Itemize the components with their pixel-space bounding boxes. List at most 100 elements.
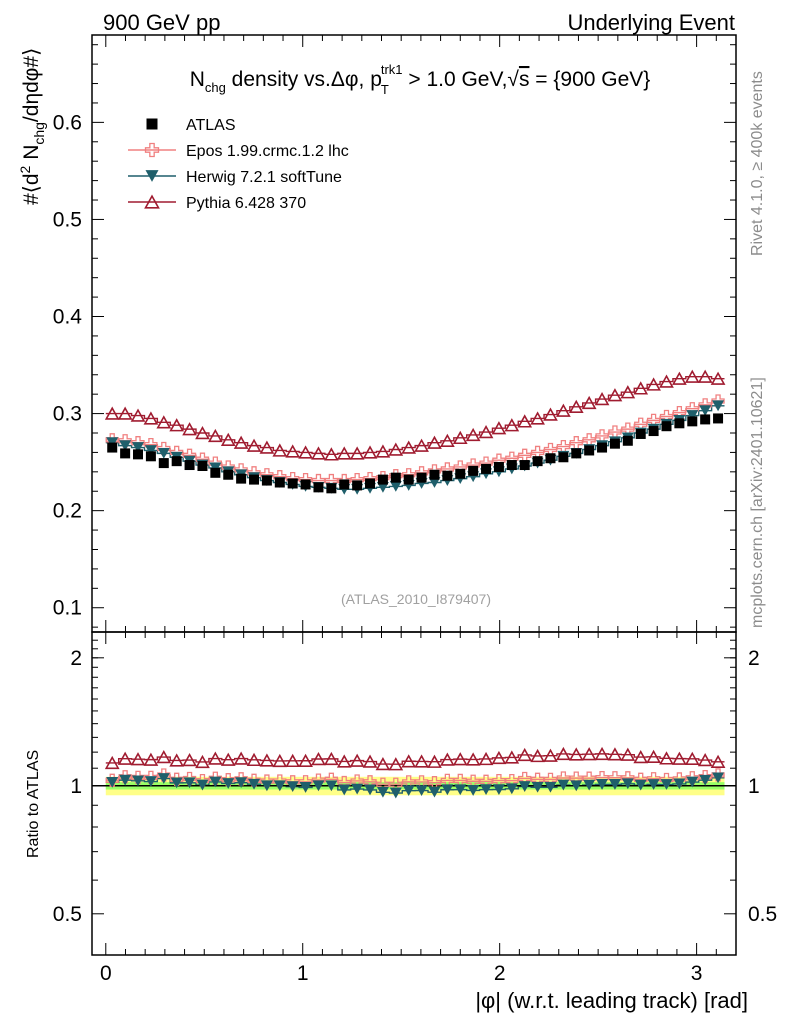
ratio-point-herwig-7-2-1-softtune [260,780,273,792]
data-point-herwig-7-2-1-softtune [132,442,145,453]
data-point-atlas [558,452,569,463]
ratio-point-pythia-6-428-370 [491,750,507,765]
ratio-point-herwig-7-2-1-softtune [376,786,389,798]
ratio-point-pythia-6-428-370 [684,751,700,765]
legend: ATLAS Epos 1.99.crmc.1.2 lhc Herwig 7.2.1 … [128,117,349,212]
data-point-atlas [713,413,724,424]
data-point-atlas [429,469,440,480]
ratio-point-herwig-7-2-1-softtune [699,774,712,786]
mcplots-label: mcplots.cern.ch [arXiv:2401.10621] [749,377,766,628]
ratio-point-epos-1-99-crmc-1-2-lhc [144,770,158,784]
ratio-point-pythia-6-428-370 [543,748,558,762]
data-point-atlas [584,445,595,456]
ratio-point-pythia-6-428-370 [594,746,610,761]
data-point-atlas [635,428,646,439]
ratio-point-herwig-7-2-1-softtune [621,778,634,790]
data-point-atlas [365,478,376,489]
ratio-point-pythia-6-428-370 [104,755,120,770]
data-point-pythia-6-428-370 [440,433,455,447]
data-point-pythia-6-428-370 [659,374,674,388]
ratio-point-herwig-7-2-1-softtune [106,776,119,788]
ratio-point-herwig-7-2-1-softtune [544,781,557,793]
data-point-atlas [687,416,698,427]
legend-marker-pythia-6-428-370 [144,194,160,209]
y-tick-label: 0.4 [53,306,83,329]
data-point-atlas [661,421,672,432]
ratio-point-pythia-6-428-370 [285,753,301,768]
ratio-point-herwig-7-2-1-softtune [312,780,325,792]
data-point-herwig-7-2-1-softtune [712,400,725,412]
ratio-point-herwig-7-2-1-softtune [273,780,286,792]
ratio-point-epos-1-99-crmc-1-2-lhc [131,770,145,785]
ratio-point-herwig-7-2-1-softtune [492,784,505,796]
ratio-point-pythia-6-428-370 [259,753,275,767]
data-point-atlas [171,456,182,467]
ratio-point-herwig-7-2-1-softtune [170,777,183,789]
data-point-atlas [390,472,401,483]
y-axis-title: #⟨d2 Nchg/dηdφ#⟩ [17,48,47,205]
ratio-point-pythia-6-428-370 [324,751,339,766]
ratio-point-pythia-6-428-370 [233,751,249,765]
data-point-pythia-6-428-370 [104,406,120,420]
data-point-pythia-6-428-370 [285,444,301,458]
ratio-point-herwig-7-2-1-softtune [119,774,132,786]
data-point-atlas [236,473,247,484]
data-point-atlas [481,463,492,474]
ratio-tick-label-right: 1 [748,775,760,798]
analysis-watermark: (ATLAS_2010_I879407) [341,591,491,607]
data-point-atlas [532,456,543,467]
ratio-point-herwig-7-2-1-softtune [248,778,261,790]
data-point-pythia-6-428-370 [504,418,520,432]
ratio-point-pythia-6-428-370 [272,753,288,768]
x-tick-label: 2 [494,962,506,985]
data-point-pythia-6-428-370 [233,435,249,449]
data-point-pythia-6-428-370 [259,440,275,454]
data-point-atlas [249,474,260,485]
header-right: Underlying Event [567,10,735,35]
data-point-atlas [609,438,620,449]
ratio-point-herwig-7-2-1-softtune [222,778,235,789]
ratio-point-herwig-7-2-1-softtune [505,783,518,795]
ratio-tick-label: 2 [70,647,82,670]
ratio-point-herwig-7-2-1-softtune [634,779,647,791]
data-point-atlas [158,458,169,469]
y-tick-label: 0.6 [53,111,82,134]
data-point-atlas [300,479,311,490]
data-point-pythia-6-428-370 [401,440,417,454]
ratio-point-pythia-6-428-370 [478,751,494,766]
data-point-pythia-6-428-370 [220,432,236,446]
ratio-point-herwig-7-2-1-softtune [557,779,570,791]
ratio-point-herwig-7-2-1-softtune [402,785,415,797]
data-point-pythia-6-428-370 [143,411,159,425]
ratio-point-pythia-6-428-370 [414,754,429,768]
ratio-tick-label: 1 [70,775,82,798]
data-point-atlas [210,467,221,478]
data-point-pythia-6-428-370 [543,407,558,421]
data-point-atlas [648,426,659,437]
data-point-pythia-6-428-370 [581,395,597,410]
data-point-herwig-7-2-1-softtune [119,440,132,452]
ratio-point-pythia-6-428-370 [349,753,365,767]
ratio-point-herwig-7-2-1-softtune [686,776,699,788]
ratio-tick-label-right: 2 [748,647,760,670]
ratio-point-herwig-7-2-1-softtune [428,786,441,798]
ratio-point-herwig-7-2-1-softtune [196,779,209,791]
ratio-point-epos-1-99-crmc-1-2-lhc [234,772,248,786]
data-point-pythia-6-428-370 [620,385,636,399]
data-point-pythia-6-428-370 [336,446,352,460]
data-point-atlas [674,418,685,429]
ratio-tick-label: 0.5 [53,903,82,926]
legend-label-epos-1-99-crmc-1-2-lhc: Epos 1.99.crmc.1.2 lhc [186,143,349,160]
x-axis-title: |φ| (w.r.t. leading track) [rad] [475,988,748,1013]
data-point-atlas [184,460,195,471]
ratio-point-herwig-7-2-1-softtune [647,779,660,790]
data-point-atlas [571,448,582,459]
ratio-point-pythia-6-428-370 [620,747,636,761]
data-point-atlas [352,480,363,491]
ratio-point-herwig-7-2-1-softtune [660,779,673,790]
main-plot: 0.1 0.2 0.3 0.4 0.5 0.6 [53,34,737,955]
data-point-herwig-7-2-1-softtune [686,410,699,421]
data-point-atlas [145,451,156,462]
ratio-point-epos-1-99-crmc-1-2-lhc [157,768,171,782]
ratio-point-pythia-6-428-370 [646,749,661,763]
